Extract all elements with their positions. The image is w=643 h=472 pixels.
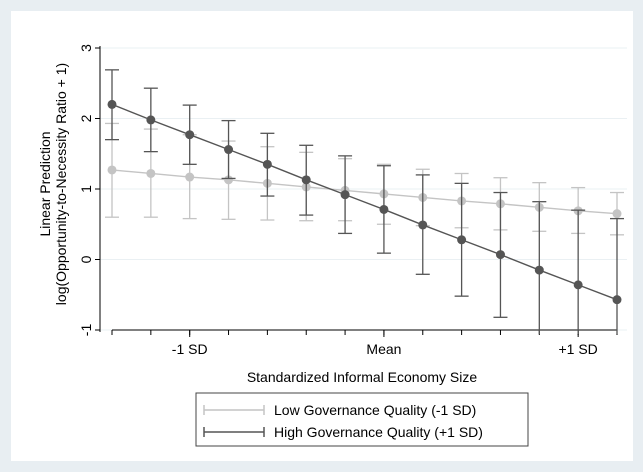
data-point [107, 99, 117, 109]
series-group [105, 69, 624, 334]
data-point [146, 115, 156, 125]
data-point [107, 165, 117, 175]
y-tick-label: 3 [78, 44, 94, 52]
y-axis-title-line2: log(Opportunity-to-Necessity Ratio + 1) [53, 63, 69, 305]
data-point [457, 235, 467, 245]
data-point [573, 280, 583, 290]
plot-area: -1 0 1 2 3 -1 SD Mean +1 SD [78, 44, 627, 357]
y-tick-label: 1 [78, 185, 94, 193]
series-line [111, 103, 618, 301]
x-axis-title: Standardized Informal Economy Size [247, 369, 478, 385]
y-tick-label: 0 [78, 255, 94, 263]
data-point [379, 204, 389, 214]
data-point [418, 220, 428, 230]
legend-item-high-governance: High Governance Quality (+1 SD) [203, 424, 483, 440]
legend-label-high: High Governance Quality (+1 SD) [274, 424, 483, 440]
legend-label-low: Low Governance Quality (-1 SD) [274, 402, 476, 418]
x-tick-label: +1 SD [558, 341, 597, 357]
series-high-governance [105, 69, 624, 334]
data-point [612, 209, 622, 219]
x-tick-label: Mean [366, 341, 401, 357]
legend-item-low-governance: Low Governance Quality (-1 SD) [203, 402, 476, 418]
y-tick-label: 2 [78, 114, 94, 122]
data-point [534, 265, 544, 275]
data-point [146, 168, 156, 178]
data-point [224, 145, 234, 155]
data-point [262, 159, 272, 169]
data-point [340, 190, 350, 200]
x-tick-label: -1 SD [172, 341, 208, 357]
data-point [185, 130, 195, 140]
data-point [612, 295, 622, 305]
y-tick-label: -1 [78, 324, 94, 337]
series-line [111, 169, 618, 215]
data-point [224, 175, 234, 185]
legend-box [195, 392, 529, 447]
y-axis-title-line1: Linear Prediction [37, 131, 53, 236]
legend: Low Governance Quality (-1 SD) High Gove… [195, 392, 529, 447]
data-point [495, 250, 505, 260]
chart-panel [11, 11, 633, 461]
data-point [301, 175, 311, 185]
data-point [185, 172, 195, 182]
